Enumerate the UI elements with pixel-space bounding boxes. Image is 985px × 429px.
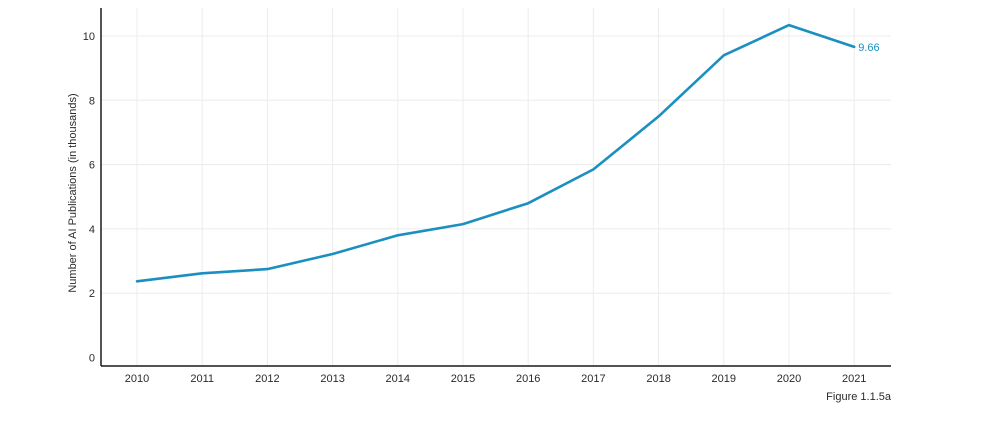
y-tick-label: 6 [89,160,95,172]
x-tick-label: 2015 [451,373,475,385]
x-tick-label: 2013 [320,373,344,385]
x-tick-label: 2016 [516,373,540,385]
axis-layer [100,8,891,367]
series-line [135,23,856,283]
series-layer: 9.66 [135,23,880,283]
figure-caption: Figure 1.1.5a [826,391,892,403]
x-tick-label: 2011 [190,373,214,385]
y-tick-label: 8 [89,95,95,107]
x-tick-label: 2018 [646,373,670,385]
x-tick-label: 2019 [712,373,736,385]
y-tick-label: 0 [89,353,95,365]
y-tick-label: 4 [89,224,95,236]
y-tick-label: 10 [83,31,95,43]
series-end-label: 9.66 [858,42,879,54]
x-tick-label: 2020 [777,373,801,385]
x-tick-label: 2014 [386,373,410,385]
x-tick-label: 2010 [125,373,149,385]
y-axis-title: Number of AI Publications (in thousands) [67,93,79,292]
grid-layer [101,8,891,366]
y-tick-labels: 0 2 4 6 8 10 [83,31,95,365]
y-tick-label: 2 [89,288,95,300]
x-tick-label: 2017 [581,373,605,385]
x-tick-label: 2021 [842,373,866,385]
x-tick-labels: 2010 2011 2012 2013 2014 2015 2016 2017 2018 2019… [125,373,867,385]
x-tick-label: 2012 [255,373,279,385]
